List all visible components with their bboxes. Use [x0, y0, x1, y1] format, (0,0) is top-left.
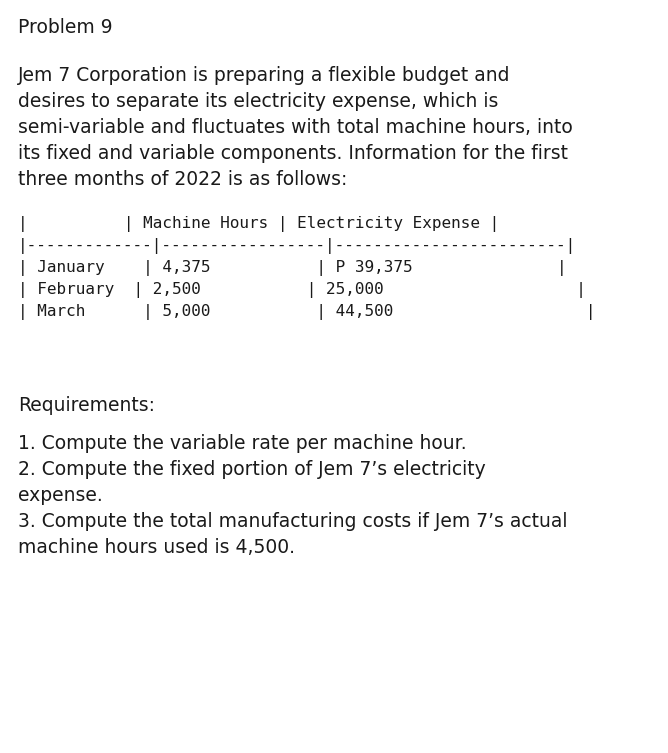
Text: Jem 7 Corporation is preparing a flexible budget and: Jem 7 Corporation is preparing a flexibl…	[18, 66, 510, 85]
Text: three months of 2022 is as follows:: three months of 2022 is as follows:	[18, 170, 347, 189]
Text: expense.: expense.	[18, 486, 103, 505]
Text: | March      | 5,000           | 44,500                    |: | March | 5,000 | 44,500 |	[18, 304, 595, 320]
Text: |-------------|-----------------|------------------------|: |-------------|-----------------|-------…	[18, 238, 576, 254]
Text: 1. Compute the variable rate per machine hour.: 1. Compute the variable rate per machine…	[18, 434, 467, 453]
Text: Requirements:: Requirements:	[18, 396, 155, 415]
Text: | February  | 2,500           | 25,000                    |: | February | 2,500 | 25,000 |	[18, 282, 586, 298]
Text: Problem 9: Problem 9	[18, 18, 113, 37]
Text: 2. Compute the fixed portion of Jem 7’s electricity: 2. Compute the fixed portion of Jem 7’s …	[18, 460, 486, 479]
Text: | January    | 4,375           | P 39,375               |: | January | 4,375 | P 39,375 |	[18, 260, 566, 276]
Text: desires to separate its electricity expense, which is: desires to separate its electricity expe…	[18, 92, 498, 111]
Text: 3. Compute the total manufacturing costs if Jem 7’s actual: 3. Compute the total manufacturing costs…	[18, 512, 568, 531]
Text: machine hours used is 4,500.: machine hours used is 4,500.	[18, 538, 295, 557]
Text: |          | Machine Hours | Electricity Expense |: | | Machine Hours | Electricity Expense …	[18, 216, 499, 232]
Text: its fixed and variable components. Information for the first: its fixed and variable components. Infor…	[18, 144, 568, 163]
Text: semi-variable and fluctuates with total machine hours, into: semi-variable and fluctuates with total …	[18, 118, 572, 137]
